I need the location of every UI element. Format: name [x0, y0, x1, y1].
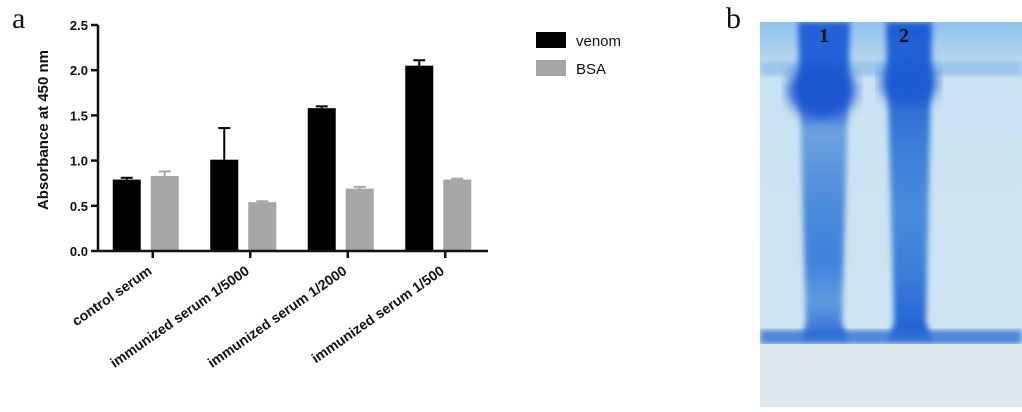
bar-venom: [112, 179, 141, 251]
bar-BSA: [150, 175, 179, 251]
y-axis: 0.0 0.5 1.0 1.5 2.0 2.5: [70, 18, 100, 259]
bar-series-group: [112, 59, 472, 252]
bar-venom: [405, 65, 434, 252]
gel-bottom-region: [760, 344, 1022, 407]
lane-label-1: 1: [819, 25, 829, 47]
panel-b-letter: b: [726, 2, 741, 35]
legend-swatch-BSA: [536, 60, 566, 76]
y-tick-label: 0.5: [70, 199, 88, 214]
gel-bottom-band: [760, 330, 1022, 344]
bar-venom: [210, 159, 239, 251]
y-tick-label: 1.5: [70, 108, 88, 123]
bar-chart: 0.0 0.5 1.0 1.5 2.0 2.5 control serumimmunize…: [35, 18, 621, 371]
bar-venom: [307, 108, 336, 251]
gel-lane-1-main-band: [788, 62, 856, 118]
y-tick-label: 1.0: [70, 154, 88, 169]
legend-swatch-venom: [536, 32, 566, 48]
gel-lane-2-main-band: [881, 58, 937, 106]
y-axis-title: Absorbance at 450 nm: [35, 50, 52, 210]
y-tick-label: 2.0: [70, 63, 88, 78]
bar-BSA: [248, 202, 277, 251]
legend: venom BSA: [536, 32, 621, 78]
bar-BSA: [345, 188, 374, 251]
legend-label-BSA: BSA: [576, 61, 606, 78]
bar-BSA: [443, 179, 472, 251]
x-tick-label: control serum: [69, 262, 155, 329]
lane-label-2: 2: [899, 25, 909, 47]
gel-image: 1 2: [760, 22, 1022, 407]
y-tick-label: 2.5: [70, 18, 88, 33]
panel-a-letter: a: [12, 2, 26, 35]
y-tick-label: 0.0: [70, 244, 88, 259]
legend-label-venom: venom: [576, 33, 621, 50]
